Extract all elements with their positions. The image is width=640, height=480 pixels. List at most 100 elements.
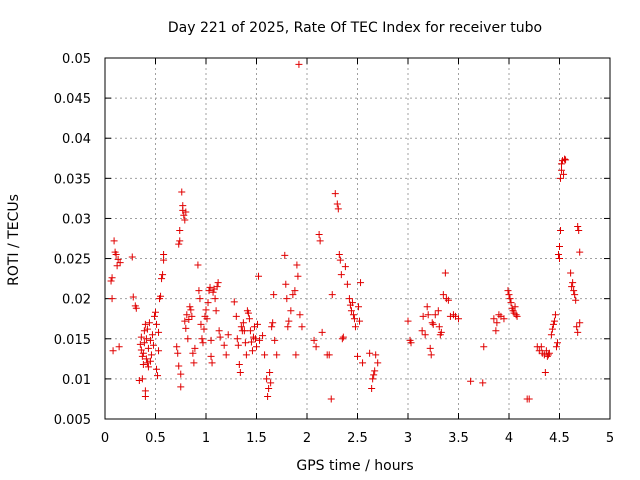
data-point bbox=[155, 328, 163, 336]
data-point bbox=[371, 367, 379, 375]
data-point bbox=[296, 311, 304, 319]
data-point bbox=[576, 248, 584, 256]
data-point bbox=[369, 375, 377, 383]
data-point bbox=[439, 291, 447, 299]
data-point bbox=[558, 160, 566, 168]
data-point bbox=[183, 311, 191, 319]
data-point bbox=[312, 343, 320, 351]
data-point bbox=[206, 283, 214, 291]
data-point bbox=[261, 351, 269, 359]
data-point bbox=[136, 340, 144, 348]
data-point bbox=[336, 256, 344, 264]
data-point bbox=[196, 295, 204, 303]
data-point bbox=[429, 320, 437, 328]
data-point bbox=[347, 307, 355, 315]
data-point bbox=[293, 261, 301, 269]
data-point bbox=[570, 287, 578, 295]
data-point bbox=[537, 343, 545, 351]
x-tick-label: 4 bbox=[505, 431, 513, 446]
data-point bbox=[544, 351, 552, 359]
data-point bbox=[265, 385, 273, 393]
data-point bbox=[574, 222, 582, 230]
data-point bbox=[140, 327, 148, 335]
data-point bbox=[139, 360, 147, 368]
data-point bbox=[216, 333, 224, 341]
data-point bbox=[116, 259, 124, 267]
data-point bbox=[374, 359, 382, 367]
data-point bbox=[359, 359, 367, 367]
data-point bbox=[558, 166, 566, 174]
data-point bbox=[435, 323, 443, 331]
y-tick-label: 0.045 bbox=[54, 92, 91, 107]
data-point bbox=[368, 385, 376, 393]
data-point bbox=[490, 315, 498, 323]
data-point bbox=[109, 347, 117, 355]
data-point bbox=[157, 292, 165, 300]
data-point bbox=[541, 368, 549, 376]
y-tick-label: 0.03 bbox=[62, 212, 91, 227]
data-point bbox=[255, 272, 263, 280]
data-point bbox=[146, 357, 154, 365]
data-point bbox=[197, 320, 205, 328]
data-point bbox=[132, 304, 140, 312]
data-point bbox=[561, 155, 569, 163]
data-point bbox=[215, 327, 223, 335]
data-point bbox=[146, 336, 154, 344]
y-tick-label: 0.05 bbox=[62, 52, 91, 67]
data-point bbox=[137, 333, 145, 341]
data-point bbox=[467, 377, 475, 385]
data-point bbox=[194, 261, 202, 269]
data-point bbox=[141, 320, 149, 328]
data-point bbox=[292, 351, 300, 359]
data-point bbox=[233, 335, 241, 343]
data-point bbox=[424, 311, 432, 319]
data-point bbox=[337, 271, 345, 279]
data-point bbox=[179, 206, 187, 214]
data-point bbox=[444, 296, 452, 304]
data-point bbox=[270, 291, 278, 299]
data-point bbox=[198, 335, 206, 343]
y-tick-label: 0.04 bbox=[62, 132, 91, 147]
data-point bbox=[335, 251, 343, 259]
data-point bbox=[230, 298, 238, 306]
data-point bbox=[211, 295, 219, 303]
data-point bbox=[351, 323, 359, 331]
data-point bbox=[334, 205, 342, 213]
data-point bbox=[204, 299, 212, 307]
data-point bbox=[285, 317, 293, 325]
data-point bbox=[294, 272, 302, 280]
data-point bbox=[512, 311, 520, 319]
data-point bbox=[281, 251, 289, 259]
data-point bbox=[269, 319, 277, 327]
data-point bbox=[128, 253, 136, 261]
data-point bbox=[434, 307, 442, 315]
data-point bbox=[239, 319, 247, 327]
data-point bbox=[178, 188, 186, 196]
data-point bbox=[273, 351, 281, 359]
data-point bbox=[427, 351, 435, 359]
data-point bbox=[241, 339, 249, 347]
data-point bbox=[153, 320, 161, 328]
data-point bbox=[253, 343, 260, 351]
data-point bbox=[556, 243, 563, 251]
data-point bbox=[289, 291, 297, 299]
data-point bbox=[267, 379, 275, 387]
data-point bbox=[187, 306, 195, 314]
y-tick-label: 0.005 bbox=[54, 413, 91, 428]
x-tick-label: 4.5 bbox=[549, 431, 570, 446]
data-point bbox=[207, 352, 215, 360]
x-tick-label: 1.5 bbox=[246, 431, 267, 446]
data-point bbox=[357, 279, 365, 287]
data-point bbox=[235, 360, 243, 368]
data-point bbox=[202, 306, 210, 314]
data-point bbox=[150, 312, 158, 320]
data-point bbox=[208, 359, 216, 367]
data-point bbox=[251, 335, 259, 343]
data-point bbox=[571, 291, 579, 299]
data-point bbox=[143, 359, 151, 367]
data-point bbox=[295, 60, 303, 68]
data-point bbox=[556, 255, 563, 263]
axis-ticks bbox=[104, 57, 611, 420]
data-point bbox=[339, 333, 347, 341]
